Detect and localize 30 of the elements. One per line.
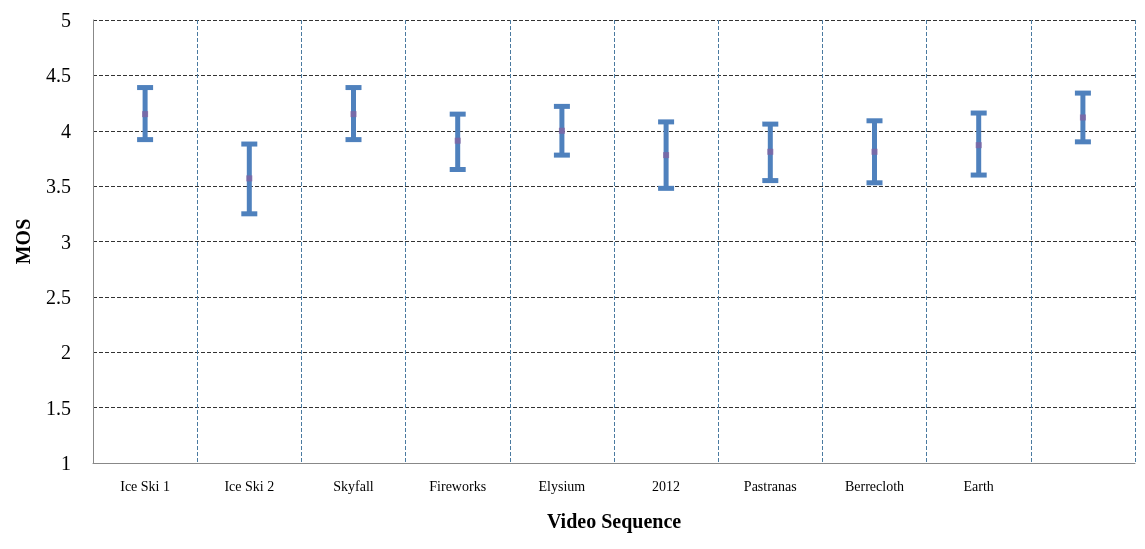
- point: [142, 111, 149, 118]
- point: [975, 142, 982, 149]
- point: [558, 127, 565, 134]
- point: [871, 148, 878, 155]
- x-tick-label: Ice Ski 2: [224, 478, 275, 494]
- y-axis-title: MOS: [12, 218, 34, 265]
- y-tick-label: 4.5: [46, 64, 71, 87]
- y-tick-label: 2: [61, 341, 71, 364]
- x-tick-label: Elysium: [538, 478, 586, 494]
- x-tick-label: Skyfall: [333, 478, 374, 494]
- point: [1079, 114, 1086, 121]
- point: [663, 152, 670, 159]
- point: [350, 111, 357, 118]
- x-tick-label: 2012: [652, 478, 681, 494]
- y-tick-label: 2.5: [46, 285, 71, 308]
- y-tick-label: 3: [61, 230, 71, 253]
- y-tick-label: 1: [61, 452, 71, 474]
- x-tick-label: Berrecloth: [844, 478, 905, 494]
- point: [767, 148, 774, 155]
- x-tick-label: Earth: [963, 478, 994, 494]
- point: [246, 175, 253, 182]
- x-tick-label: Pastranas: [743, 478, 797, 494]
- y-tick-label: 3.5: [46, 175, 71, 198]
- x-axis-title: Video Sequence: [546, 510, 682, 533]
- y-tick-label: 5: [61, 9, 71, 31]
- x-tick-label: Ice Ski 1: [120, 478, 170, 494]
- point: [454, 137, 461, 144]
- y-tick-label: 4: [61, 119, 71, 142]
- x-tick-label: Fireworks: [429, 478, 487, 494]
- y-tick-label: 1.5: [46, 396, 71, 419]
